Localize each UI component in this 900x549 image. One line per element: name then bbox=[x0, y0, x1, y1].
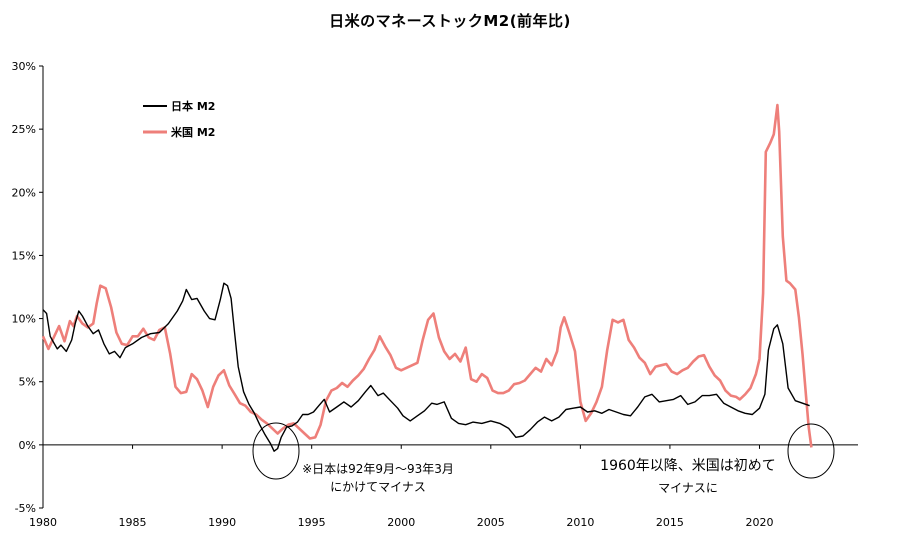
x-tick-label: 1985 bbox=[119, 516, 147, 529]
axes bbox=[42, 66, 858, 508]
x-tick-label: 2000 bbox=[387, 516, 415, 529]
y-tick-label: 5% bbox=[19, 376, 36, 389]
annotation-circle-us bbox=[787, 423, 835, 479]
y-axis-ticks: 30% 25% 20% 15% 10% 5% 0% -5% bbox=[12, 60, 43, 515]
x-tick-label: 2020 bbox=[745, 516, 773, 529]
y-tick-label: 30% bbox=[12, 60, 36, 73]
legend-label-japan: 日本 M2 bbox=[171, 99, 215, 113]
chart-title: 日米のマネーストックM2(前年比) bbox=[329, 12, 571, 30]
annotation-circle-japan bbox=[252, 422, 300, 480]
series-line-us-m2 bbox=[41, 103, 813, 448]
series-lines bbox=[41, 103, 813, 452]
annotation-us-line2: マイナスに bbox=[658, 481, 718, 495]
annotation-us-line1: 1960年以降、米国は初めて bbox=[600, 457, 776, 474]
y-tick-label: 15% bbox=[12, 249, 36, 262]
x-tick-label: 1990 bbox=[208, 516, 236, 529]
legend-label-us: 米国 M2 bbox=[170, 125, 215, 139]
x-tick-label: 2005 bbox=[477, 516, 505, 529]
x-tick-label: 2015 bbox=[656, 516, 684, 529]
annotation-japan-line2: にかけてマイナス bbox=[330, 480, 426, 494]
series-line-japan-m2 bbox=[42, 282, 810, 452]
y-tick-label: 0% bbox=[19, 439, 36, 452]
y-tick-label: 25% bbox=[12, 123, 36, 136]
y-tick-label: 20% bbox=[12, 186, 36, 199]
x-tick-label: 1980 bbox=[29, 516, 57, 529]
y-tick-label: -5% bbox=[15, 502, 36, 515]
annotation-japan-line1: ※日本は92年9月～93年3月 bbox=[302, 462, 454, 476]
y-tick-label: 10% bbox=[12, 313, 36, 326]
x-tick-label: 1995 bbox=[298, 516, 326, 529]
x-axis-ticks: 1980 1985 1990 1995 2000 2005 2010 2015 2020 bbox=[29, 444, 773, 529]
legend: 日本 M2 米国 M2 bbox=[143, 99, 215, 139]
x-tick-label: 2010 bbox=[566, 516, 594, 529]
